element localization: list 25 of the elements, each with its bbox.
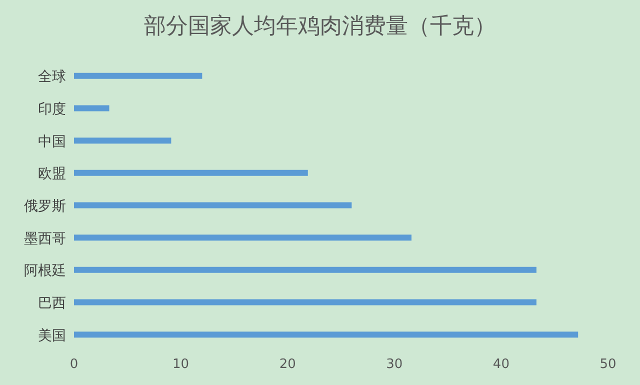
y-tick-label: 美国 — [38, 328, 66, 344]
chart-title: 部分国家人均年鸡肉消费量（千克） — [143, 13, 497, 40]
bar — [74, 105, 110, 112]
bar — [74, 299, 536, 306]
x-tick-label: 10 — [172, 357, 190, 372]
bar — [74, 234, 412, 241]
y-tick-label: 俄罗斯 — [24, 198, 66, 214]
bar — [74, 72, 202, 79]
y-tick-label: 巴西 — [38, 295, 66, 312]
y-tick-label: 中国 — [38, 134, 66, 150]
y-tick-label: 欧盟 — [38, 166, 66, 182]
x-tick-label: 30 — [386, 357, 403, 372]
y-tick-label: 阿根廷 — [24, 263, 66, 280]
y-tick-label: 全球 — [38, 69, 66, 86]
x-tick-label: 50 — [600, 357, 616, 372]
bar — [74, 202, 352, 208]
bar — [74, 332, 578, 338]
y-tick-label: 墨西哥 — [24, 230, 66, 247]
x-tick-label: 20 — [279, 357, 296, 372]
x-tick-label: 40 — [492, 357, 510, 372]
bar — [74, 138, 172, 144]
bar — [74, 170, 308, 176]
bar — [74, 266, 536, 273]
y-tick-label: 印度 — [38, 101, 66, 118]
x-tick-label: 0 — [70, 357, 78, 372]
